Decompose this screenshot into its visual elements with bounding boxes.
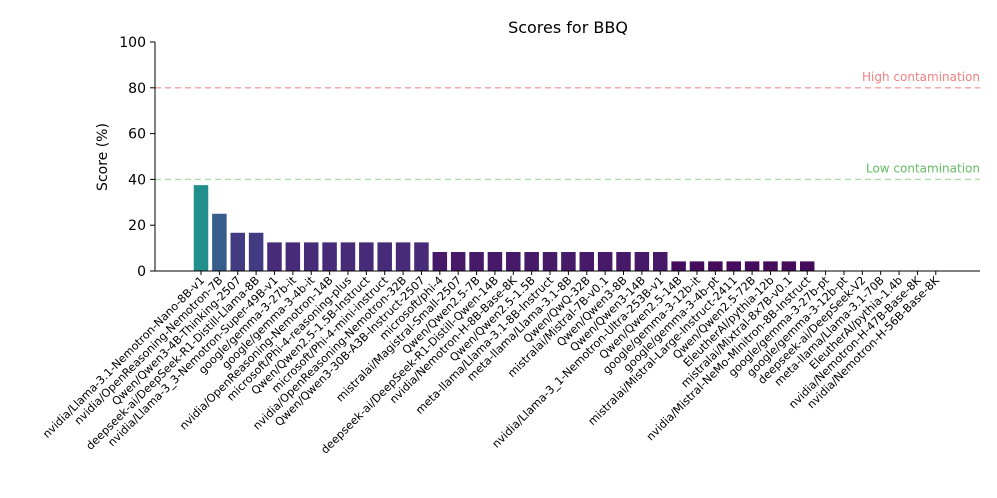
bar [561,251,576,271]
bar [230,232,245,271]
y-tick-label: 20 [128,218,146,234]
bar [597,251,613,271]
bar [359,242,374,271]
bar [634,251,650,271]
y-tick-label: 40 [128,172,146,188]
label-layer: nvidia/Llama-3.1-Nemotron-Nano-8B-v1nvid… [40,273,942,456]
threshold-layer: High contamination Low contamination [155,70,980,181]
threshold-label: Low contamination [866,161,980,175]
bar [212,213,227,271]
bar [506,251,521,271]
bar [763,261,778,271]
bar [524,251,539,271]
bar [744,261,760,271]
bar [395,242,411,271]
bar [248,232,264,271]
bar [487,251,503,271]
chart-title: Scores for BBQ [508,18,628,37]
bar [579,251,595,271]
bar [781,261,797,271]
bar [267,242,282,271]
bar [377,242,392,271]
y-tick-label: 100 [119,35,146,51]
bar [689,261,705,271]
bar [322,242,337,271]
bar [616,251,631,271]
bar [671,261,686,271]
bar [726,261,741,271]
y-axis-label: Score (%) [95,123,111,191]
y-tick-label: 0 [137,264,146,280]
y-tick-label: 60 [128,127,146,143]
bar [708,261,723,271]
threshold-label: High contamination [862,70,980,84]
y-tick-label: 80 [128,81,146,97]
bar [193,185,209,271]
axis-layer: 0 20 40 60 80 100 [119,35,980,280]
bar [542,251,558,271]
bar [469,251,484,271]
bar [285,242,301,271]
bar [414,242,429,271]
bar [799,261,815,271]
bar [340,242,356,271]
bar [653,251,668,271]
bar [303,242,319,271]
bar [432,251,448,271]
bar-layer [193,185,815,271]
bar [450,251,466,271]
